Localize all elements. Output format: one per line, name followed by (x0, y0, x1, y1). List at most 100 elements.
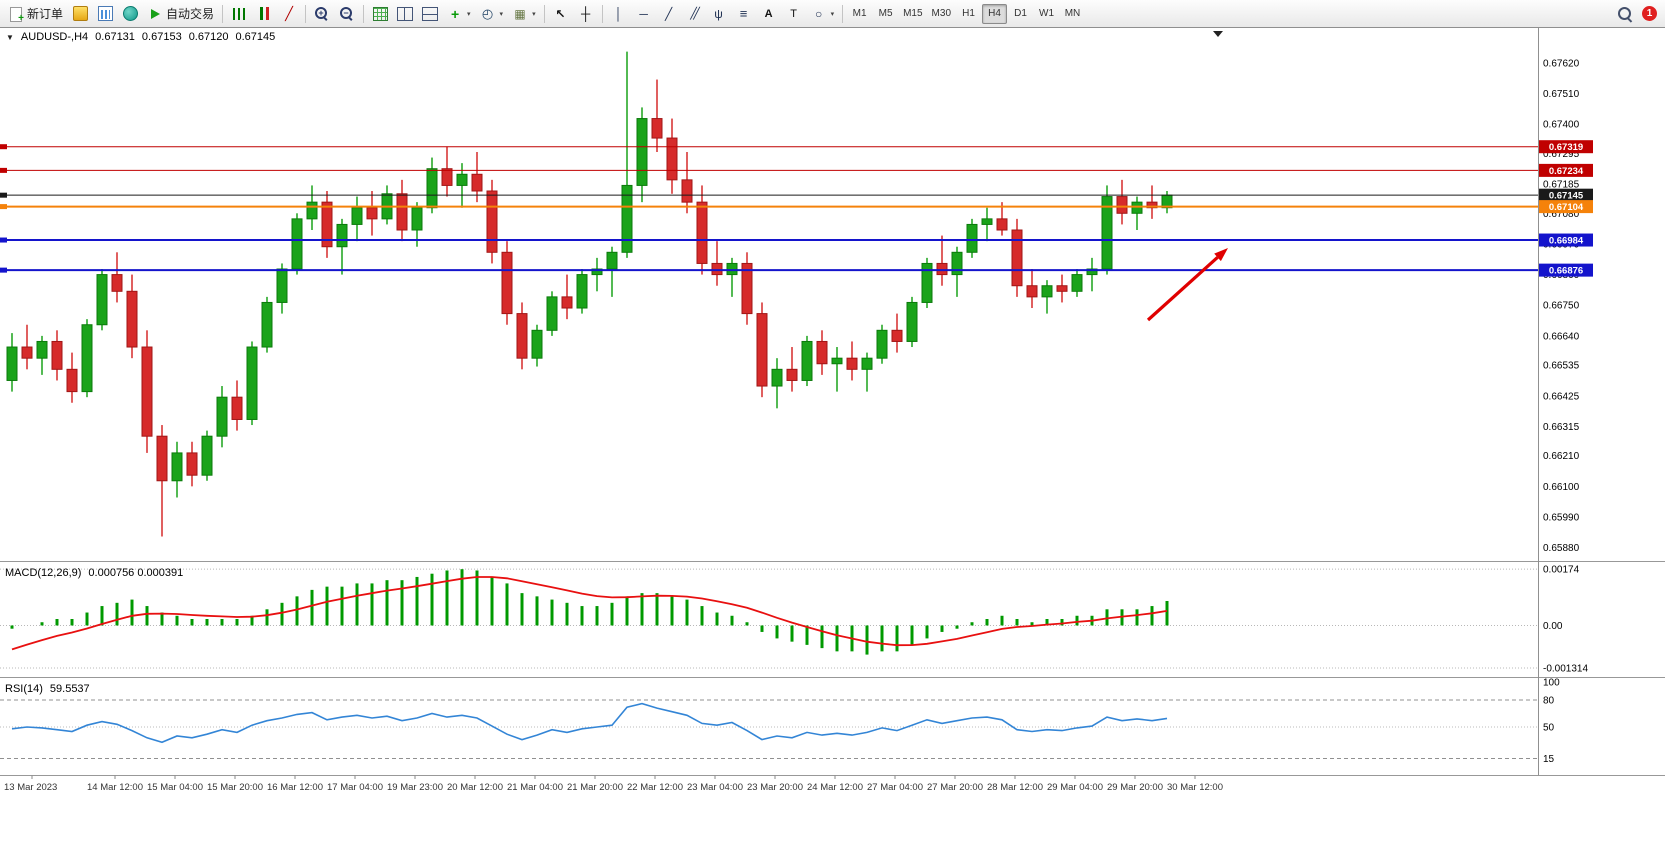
candle (981, 218, 993, 225)
svg-text:0.65990: 0.65990 (1543, 512, 1580, 523)
candle (1056, 285, 1068, 292)
line-chart-button[interactable] (277, 3, 301, 25)
community-button[interactable] (118, 3, 142, 25)
toolbar-tools: 新订单 自动交易 ▾ ▾ ▾ ▾ (4, 3, 846, 25)
charts-window-button[interactable] (93, 3, 117, 25)
price-axis[interactable]: 0.67620 0.67510 0.67400 0.67295 0.67185 0.670… (1543, 58, 1580, 554)
chart-canvas[interactable]: 0.67620 0.67510 0.67400 0.67295 0.67185 0.670… (0, 28, 1665, 847)
autotrading-button-label: 自动交易 (166, 7, 215, 21)
search-icon[interactable] (1616, 5, 1634, 23)
candle (291, 218, 303, 270)
notifications-badge[interactable]: 1 (1642, 6, 1657, 21)
timeframe-button-m5[interactable]: M5 (878, 8, 893, 19)
community-icon (122, 6, 138, 22)
timeframe-button-m15[interactable]: M15 (903, 8, 923, 19)
autotrading-button[interactable]: 自动交易 (143, 3, 218, 25)
svg-text:15: 15 (1543, 754, 1555, 765)
chart-shift-marker[interactable] (1213, 31, 1223, 37)
candlestick-chart-button[interactable] (252, 3, 276, 25)
label-button[interactable] (782, 3, 806, 25)
level-line-0.66876[interactable]: 0.66876 (0, 263, 1593, 277)
fibonacci-button[interactable] (732, 3, 756, 25)
level-line-0.67234[interactable]: 0.67234 (0, 163, 1593, 177)
vertical-line-button[interactable] (607, 3, 631, 25)
candle (1131, 201, 1143, 214)
bar-chart-icon (231, 6, 247, 22)
svg-text:50: 50 (1543, 723, 1555, 734)
candle (666, 137, 678, 181)
candle (51, 340, 63, 370)
main-toolbar: 新订单 自动交易 ▾ ▾ ▾ ▾ M1 M5 M15 M30 H1 H4 D1 W1 MN 1 (0, 0, 1665, 28)
candle (516, 313, 528, 359)
candle (651, 118, 663, 139)
candle (1146, 201, 1158, 209)
pitchfork-button[interactable] (707, 3, 731, 25)
svg-text:13 Mar 2023: 13 Mar 2023 (4, 782, 57, 793)
svg-text:0.67295: 0.67295 (1543, 149, 1580, 160)
level-line-0.67145[interactable]: 0.67145 (0, 188, 1593, 202)
level-line-0.66984[interactable]: 0.66984 (0, 233, 1593, 247)
svg-text:15 Mar 04:00: 15 Mar 04:00 (147, 782, 203, 793)
cursor-button[interactable] (549, 3, 573, 25)
crosshair-button[interactable] (574, 3, 598, 25)
chart-collapse-icon[interactable]: ▼ (6, 32, 14, 42)
candle (876, 329, 888, 359)
candle-chart-icon (256, 6, 272, 22)
candle (171, 452, 183, 482)
timeframe-button-d1[interactable]: D1 (1014, 8, 1027, 19)
level-line-0.67104[interactable]: 0.67104 (0, 200, 1593, 214)
svg-text:15 Mar 20:00: 15 Mar 20:00 (207, 782, 263, 793)
shapes-button[interactable]: ▾ (807, 3, 839, 25)
candle (126, 290, 138, 348)
candle (486, 190, 498, 253)
text-button[interactable] (757, 3, 781, 25)
candle (846, 357, 858, 370)
svg-text:14 Mar 12:00: 14 Mar 12:00 (87, 782, 143, 793)
chevron-down-icon: ▾ (499, 10, 504, 18)
toolbar-separator (842, 4, 844, 23)
timeframe-button-m30[interactable]: M30 (931, 8, 951, 19)
candle (741, 262, 753, 315)
svg-text:23 Mar 20:00: 23 Mar 20:00 (747, 782, 803, 793)
templates-button[interactable]: ▾ (508, 3, 540, 25)
svg-text:0.67080: 0.67080 (1543, 209, 1580, 220)
line-chart-icon (281, 6, 297, 22)
candle (456, 173, 468, 186)
arrange-windows-button[interactable] (418, 3, 442, 25)
candle (276, 268, 288, 303)
level-line-0.67319[interactable]: 0.67319 (0, 140, 1593, 154)
timeframe-button-h1[interactable]: H1 (962, 8, 975, 19)
svg-text:0.67510: 0.67510 (1543, 89, 1580, 100)
zoom-in-button[interactable] (310, 3, 334, 25)
timeframe-button-w1[interactable]: W1 (1039, 8, 1054, 19)
candle (426, 168, 438, 209)
bar-chart-button[interactable] (227, 3, 251, 25)
timeframe-button-m1[interactable]: M1 (852, 8, 867, 19)
timeframe-button-h4[interactable]: H4 (982, 3, 1007, 24)
candle (531, 329, 543, 359)
chevron-down-icon: ▾ (532, 10, 536, 18)
new-order-button[interactable]: 新订单 (4, 3, 67, 25)
channel-button[interactable] (682, 3, 706, 25)
svg-text:19 Mar 23:00: 19 Mar 23:00 (387, 782, 443, 793)
indicators-button[interactable]: ▾ (443, 3, 475, 25)
trendline-button[interactable] (657, 3, 681, 25)
zoom-out-icon (339, 6, 355, 22)
svg-text:30 Mar 12:00: 30 Mar 12:00 (1167, 782, 1223, 793)
cascade-windows-button[interactable] (393, 3, 417, 25)
candle (561, 296, 573, 309)
candle (501, 251, 513, 315)
svg-text:17 Mar 04:00: 17 Mar 04:00 (327, 782, 383, 793)
candle (366, 207, 378, 220)
trend-arrow-annotation[interactable] (1146, 248, 1228, 322)
grid-icon (372, 6, 388, 22)
zoom-out-button[interactable] (335, 3, 359, 25)
svg-text:22 Mar 12:00: 22 Mar 12:00 (627, 782, 683, 793)
tile-windows-button[interactable] (368, 3, 392, 25)
store-button[interactable] (68, 3, 92, 25)
svg-text:29 Mar 04:00: 29 Mar 04:00 (1047, 782, 1103, 793)
timeframe-button-mn[interactable]: MN (1064, 8, 1081, 19)
time-axis[interactable]: 13 Mar 2023 14 Mar 12:00 15 Mar 04:00 15 Ma… (4, 775, 1223, 794)
periods-button[interactable]: ▾ (476, 3, 508, 25)
horizontal-line-button[interactable] (632, 3, 656, 25)
